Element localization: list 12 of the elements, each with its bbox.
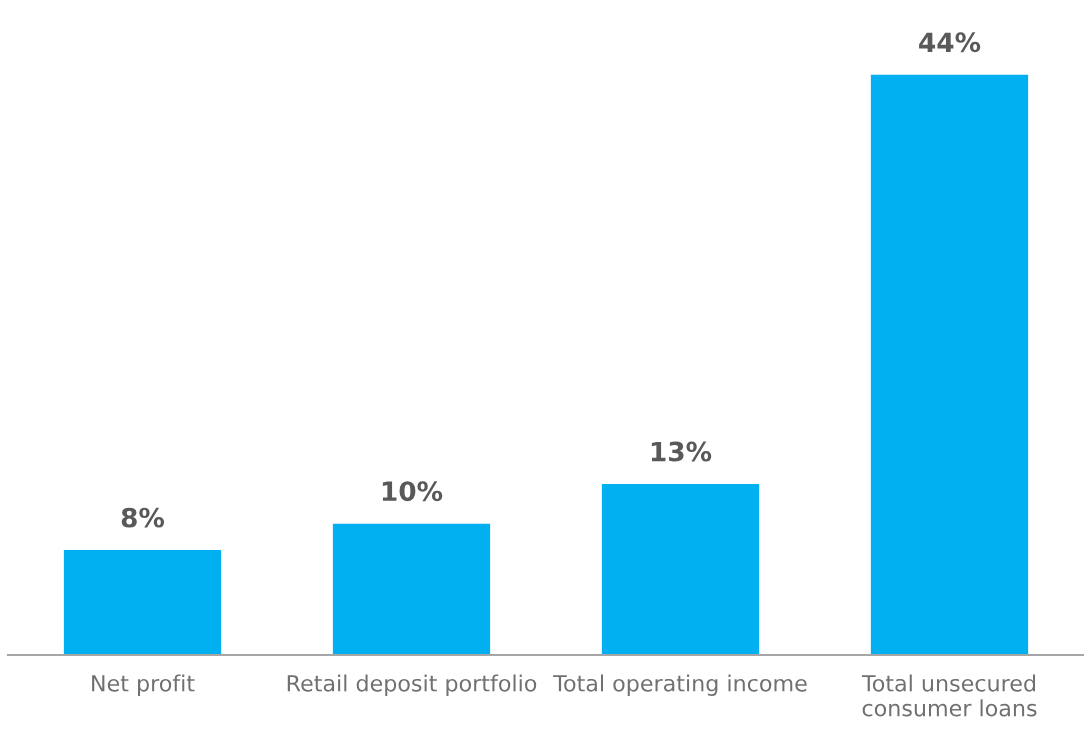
- x-tick-label: Net profit: [92, 674, 195, 696]
- x-tick-label: Total operating income: [553, 674, 807, 696]
- x-tick-label: Retail deposit portfolio: [287, 674, 537, 696]
- data-label: 10%: [382, 481, 443, 502]
- data-label: 8%: [121, 507, 165, 528]
- bar: [869, 73, 1030, 655]
- bar: [600, 482, 761, 655]
- bar: [331, 522, 492, 655]
- data-label: 13%: [651, 441, 712, 462]
- bar: [62, 548, 223, 655]
- x-tick-label: Total unsecured consumer loans: [861, 674, 1037, 717]
- data-label: 44%: [919, 32, 981, 53]
